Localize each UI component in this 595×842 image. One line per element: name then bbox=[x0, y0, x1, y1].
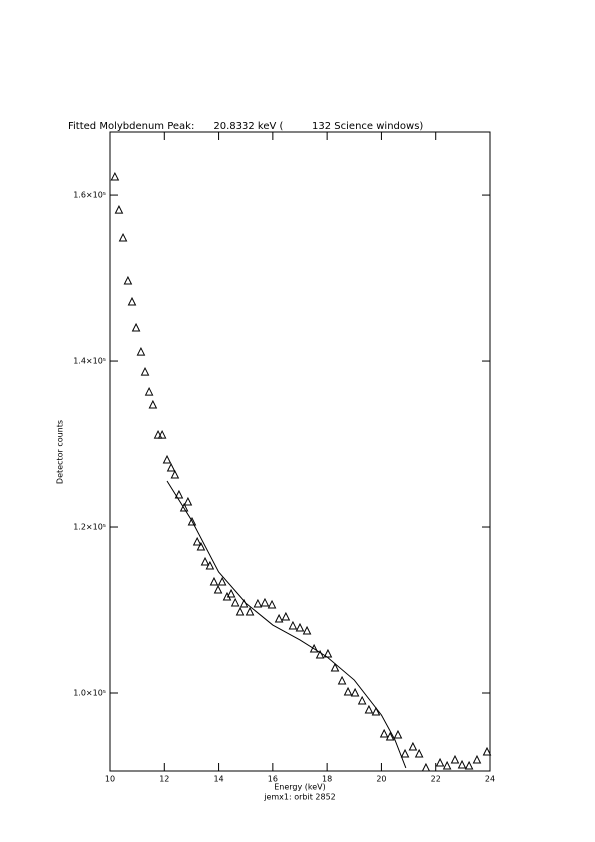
data-point bbox=[260, 597, 270, 607]
data-point bbox=[153, 429, 163, 439]
data-point bbox=[457, 759, 467, 769]
data-point bbox=[379, 728, 389, 738]
data-point bbox=[343, 686, 353, 696]
fit-line bbox=[166, 480, 407, 769]
data-point bbox=[288, 620, 298, 630]
data-point bbox=[450, 754, 460, 764]
x-axis-label: Energy (keV) bbox=[274, 783, 326, 792]
data-point bbox=[110, 171, 120, 181]
data-point bbox=[183, 496, 193, 506]
data-point bbox=[245, 606, 255, 616]
data-point bbox=[315, 649, 325, 659]
data-point bbox=[350, 687, 360, 697]
data-point bbox=[205, 560, 215, 570]
x-tick-label: 10 bbox=[105, 775, 115, 784]
data-point bbox=[118, 232, 128, 242]
data-point bbox=[174, 489, 184, 499]
data-point bbox=[371, 706, 381, 716]
data-point bbox=[140, 366, 150, 376]
data-point bbox=[166, 462, 176, 472]
plot-frame bbox=[109, 131, 491, 772]
x-tick-label: 18 bbox=[322, 775, 332, 784]
data-point bbox=[162, 454, 172, 464]
data-point bbox=[357, 695, 367, 705]
data-point bbox=[170, 469, 180, 479]
data-point bbox=[482, 746, 492, 756]
y-tick-label: 1.0×10⁵ bbox=[73, 688, 106, 697]
data-point bbox=[435, 757, 445, 767]
data-point bbox=[235, 606, 245, 616]
x-tick-label: 24 bbox=[485, 775, 495, 784]
data-point bbox=[302, 625, 312, 635]
data-point bbox=[385, 731, 395, 741]
data-point bbox=[136, 346, 146, 356]
data-point bbox=[127, 296, 137, 306]
data-point bbox=[464, 760, 474, 770]
y-tick-label: 1.2×10⁵ bbox=[73, 523, 106, 532]
x-tick-label: 16 bbox=[268, 775, 278, 784]
data-point bbox=[253, 598, 263, 608]
data-point bbox=[222, 591, 232, 601]
data-point bbox=[337, 675, 347, 685]
data-point bbox=[408, 741, 418, 751]
y-axis-label: Detector counts bbox=[56, 420, 65, 484]
data-point bbox=[323, 648, 333, 658]
data-point bbox=[209, 576, 219, 586]
data-point bbox=[192, 536, 202, 546]
data-point bbox=[213, 584, 223, 594]
data-point bbox=[364, 704, 374, 714]
data-point bbox=[157, 429, 167, 439]
data-point bbox=[123, 275, 133, 285]
x-tick-label: 20 bbox=[376, 775, 386, 784]
data-point bbox=[148, 399, 158, 409]
data-point bbox=[226, 588, 236, 598]
x-tick-label: 12 bbox=[159, 775, 169, 784]
chart-title: Fitted Molybdenum Peak: 20.8332 keV ( 13… bbox=[68, 121, 423, 132]
data-point bbox=[187, 516, 197, 526]
data-point bbox=[421, 762, 431, 772]
data-point bbox=[196, 541, 206, 551]
data-point bbox=[230, 597, 240, 607]
x-tick-label: 22 bbox=[431, 775, 441, 784]
data-point bbox=[393, 729, 403, 739]
data-point bbox=[309, 643, 319, 653]
data-point bbox=[281, 611, 291, 621]
y-tick-label: 1.4×10⁵ bbox=[73, 357, 106, 366]
data-point bbox=[400, 748, 410, 758]
data-point bbox=[131, 322, 141, 332]
data-point bbox=[414, 748, 424, 758]
data-point bbox=[217, 576, 227, 586]
data-point bbox=[114, 204, 124, 214]
subtitle: jemx1: orbit 2852 bbox=[263, 793, 336, 802]
data-point bbox=[442, 760, 452, 770]
data-point bbox=[144, 386, 154, 396]
data-point bbox=[179, 502, 189, 512]
y-tick-label: 1.6×10⁵ bbox=[73, 191, 106, 200]
data-point bbox=[295, 622, 305, 632]
data-point bbox=[200, 556, 210, 566]
data-point bbox=[472, 754, 482, 764]
data-point bbox=[330, 662, 340, 672]
x-tick-label: 14 bbox=[213, 775, 223, 784]
data-point bbox=[274, 613, 284, 623]
data-point bbox=[267, 599, 277, 609]
